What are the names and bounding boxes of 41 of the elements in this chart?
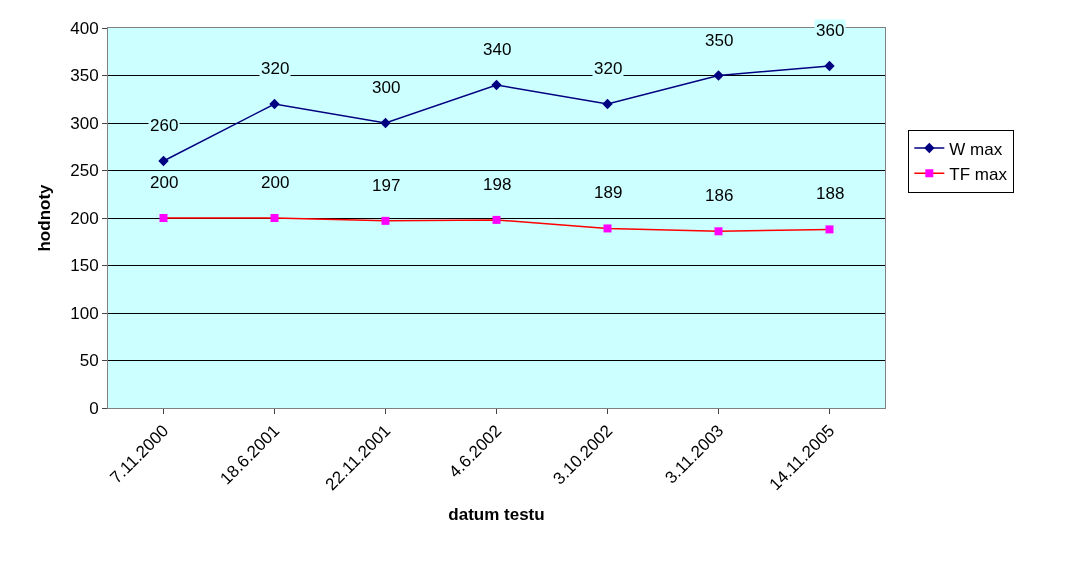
- point: [270, 214, 279, 222]
- point: [825, 225, 834, 234]
- data-label: 300: [372, 78, 401, 97]
- point: [492, 215, 501, 224]
- y-tick-label: 250: [70, 161, 99, 181]
- point: [713, 70, 724, 81]
- data-label: 186: [705, 186, 734, 205]
- y-tick-label: 50: [79, 351, 99, 371]
- data-label: 350: [705, 31, 734, 50]
- data-label: 260: [150, 116, 179, 135]
- point: [603, 224, 612, 233]
- data-label: 200: [261, 173, 290, 192]
- point: [714, 227, 723, 236]
- y-axis-title: hodnoty: [34, 183, 54, 252]
- y-tick-label: 0: [89, 398, 99, 418]
- data-label: 188: [816, 184, 845, 203]
- point: [381, 216, 390, 225]
- point: [380, 117, 391, 129]
- point: [158, 155, 169, 167]
- y-tick-label: 300: [70, 113, 99, 133]
- data-label: 200: [150, 173, 179, 192]
- data-label: 360: [816, 21, 845, 40]
- point: [269, 98, 280, 110]
- x-axis-title: datum testu: [448, 505, 545, 525]
- data-label: 197: [372, 176, 401, 195]
- point: [602, 98, 613, 110]
- y-tick-label: 350: [70, 66, 99, 86]
- data-label: 320: [594, 59, 623, 78]
- y-tick-label: 200: [70, 208, 99, 228]
- y-tick-label: 400: [70, 18, 99, 38]
- data-label: 320: [261, 59, 290, 78]
- point: [824, 60, 835, 72]
- data-label: 198: [483, 175, 512, 194]
- data-label: 340: [483, 40, 512, 59]
- point: [159, 214, 168, 222]
- data-label: 189: [594, 183, 623, 202]
- y-tick-label: 150: [70, 256, 99, 276]
- legend-label: W max: [949, 139, 1003, 159]
- y-tick-label: 100: [70, 303, 99, 323]
- point: [491, 79, 502, 91]
- legend-label: TF max: [949, 164, 1008, 184]
